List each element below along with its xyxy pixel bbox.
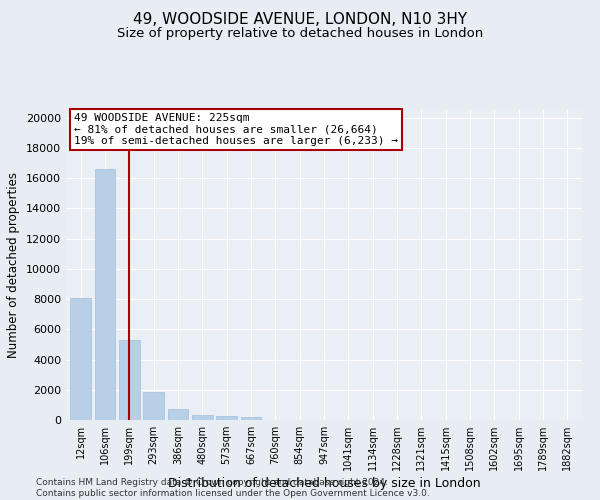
- Bar: [167, 408, 188, 420]
- Bar: [119, 340, 140, 420]
- Text: 49, WOODSIDE AVENUE, LONDON, N10 3HY: 49, WOODSIDE AVENUE, LONDON, N10 3HY: [133, 12, 467, 28]
- X-axis label: Distribution of detached houses by size in London: Distribution of detached houses by size …: [167, 478, 481, 490]
- Bar: [95, 169, 115, 420]
- Bar: [143, 392, 164, 420]
- Text: Size of property relative to detached houses in London: Size of property relative to detached ho…: [117, 28, 483, 40]
- Bar: [241, 416, 262, 420]
- Bar: [216, 416, 237, 420]
- Text: Contains HM Land Registry data © Crown copyright and database right 2024.
Contai: Contains HM Land Registry data © Crown c…: [36, 478, 430, 498]
- Text: 49 WOODSIDE AVENUE: 225sqm
← 81% of detached houses are smaller (26,664)
19% of : 49 WOODSIDE AVENUE: 225sqm ← 81% of deta…: [74, 113, 398, 146]
- Bar: [192, 415, 212, 420]
- Y-axis label: Number of detached properties: Number of detached properties: [7, 172, 20, 358]
- Bar: [70, 298, 91, 420]
